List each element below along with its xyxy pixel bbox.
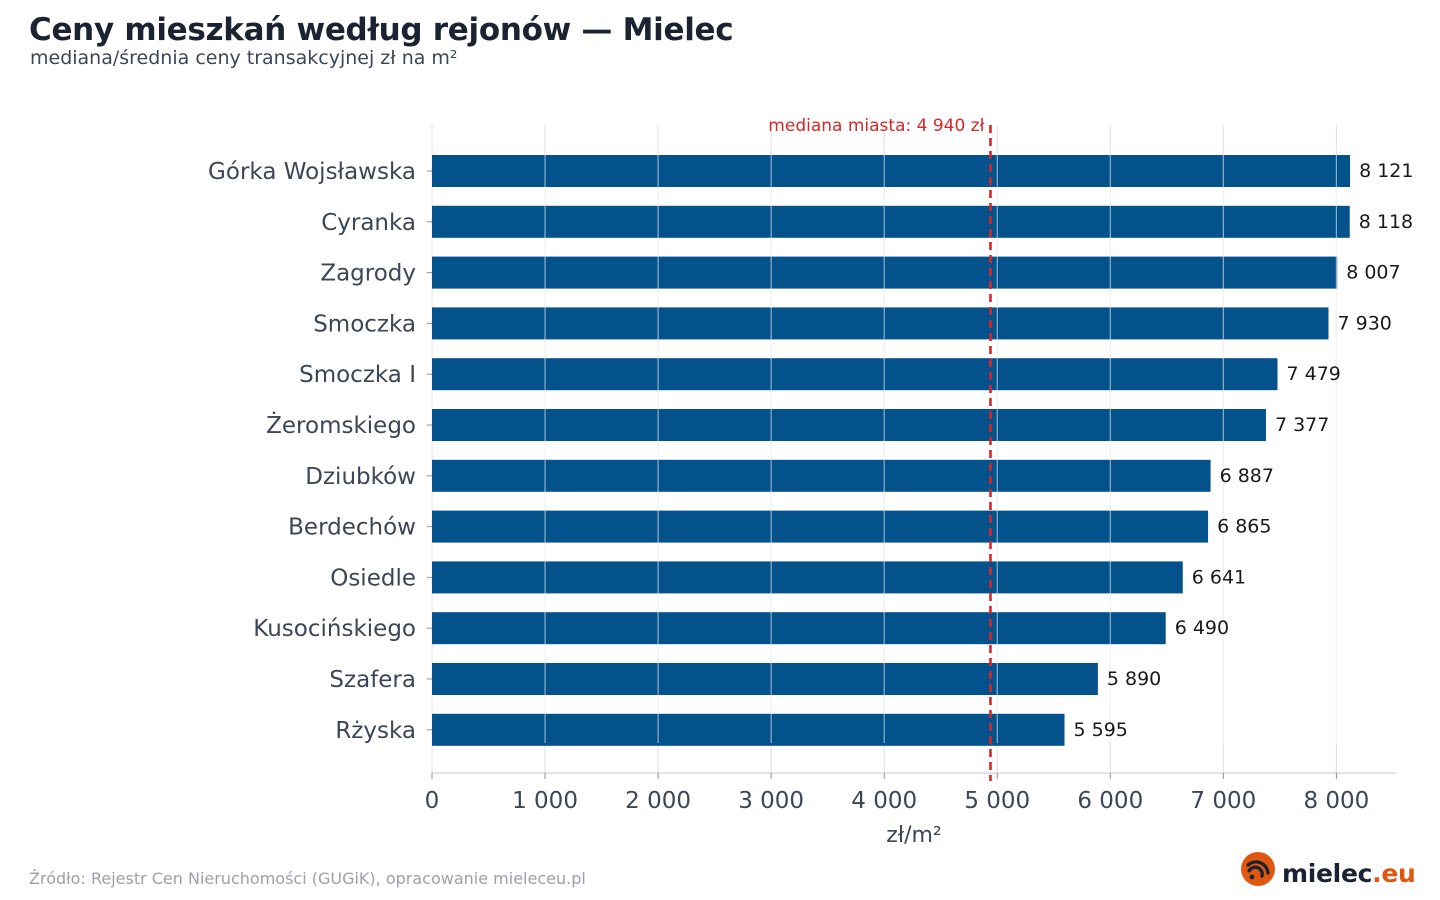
- bar: [432, 307, 1329, 340]
- x-axis-title: zł/m²: [886, 823, 941, 848]
- bar: [432, 713, 1065, 746]
- source-note: Źródło: Rejestr Cen Nieruchomości (GUGiK…: [29, 869, 586, 888]
- y-tick-label: Smoczka I: [299, 362, 416, 388]
- x-tick-label: 5 000: [964, 788, 1030, 814]
- y-tick-label: Kusocińskiego: [253, 616, 416, 642]
- value-label: 6 490: [1175, 617, 1229, 639]
- median-reference-label: mediana miasta: 4 940 zł: [768, 116, 984, 136]
- value-label: 6 887: [1220, 465, 1274, 487]
- bar: [432, 205, 1350, 238]
- x-tick-label: 1 000: [512, 788, 578, 814]
- value-label: 8 007: [1346, 262, 1400, 284]
- y-tick-label: Berdechów: [288, 515, 416, 541]
- y-tick-label: Dziubków: [305, 464, 416, 490]
- y-tick-label: Smoczka: [313, 311, 416, 337]
- bar: [432, 155, 1351, 187]
- brand-logo: mielec.eu: [1240, 848, 1430, 888]
- x-tick-label: 7 000: [1190, 788, 1256, 814]
- x-tick-label: 8 000: [1303, 788, 1369, 814]
- logo-wordmark: mielec.eu: [1282, 859, 1416, 888]
- value-label: 7 377: [1275, 414, 1329, 436]
- y-axis-labels: Górka Wojsławska Cyranka Zagrody Smoczka Smo…: [208, 159, 432, 744]
- y-tick-label: Zagrody: [320, 261, 416, 287]
- x-tick-label: 6 000: [1077, 788, 1143, 814]
- bar: [432, 358, 1278, 391]
- reference-line-group: mediana miasta: 4 940 zł: [768, 116, 992, 781]
- y-tick-label: Górka Wojsławska: [208, 159, 416, 185]
- x-tick-label: 2 000: [625, 788, 691, 814]
- y-tick-label: Szafera: [329, 667, 416, 693]
- value-label: 7 930: [1337, 312, 1391, 334]
- x-tick-label: 0: [425, 788, 440, 814]
- wifi-signal-icon: [1241, 852, 1275, 886]
- bars: [432, 155, 1351, 746]
- bar: [432, 459, 1211, 492]
- value-label: 5 890: [1107, 668, 1161, 690]
- bar: [432, 409, 1266, 441]
- value-label: 8 118: [1359, 211, 1413, 233]
- bar: [432, 663, 1098, 695]
- value-label: 6 641: [1192, 566, 1246, 588]
- y-tick-label: Cyranka: [321, 210, 416, 236]
- value-label: 8 121: [1359, 160, 1413, 182]
- x-tick-label: 4 000: [851, 788, 917, 814]
- value-label: 6 865: [1217, 516, 1271, 538]
- bar: [432, 612, 1166, 645]
- value-labels: 8 121 8 118 8 007 7 930 7 479 7 377 6 887 6 865…: [1074, 160, 1414, 741]
- y-tick-label: Osiedle: [330, 565, 416, 591]
- y-tick-label: Żeromskiego: [266, 411, 416, 439]
- x-axis: 0 1 000 2 000 3 000 4 000 5 000 6 000 7 000 8 00…: [425, 772, 1396, 848]
- bar: [432, 561, 1183, 594]
- bar: [432, 510, 1209, 543]
- value-label: 7 479: [1287, 363, 1341, 385]
- value-label: 5 595: [1074, 719, 1128, 741]
- x-tick-label: 3 000: [738, 788, 804, 814]
- y-tick-label: Rżyska: [335, 718, 416, 744]
- chart-title: Ceny mieszkań według rejonów — Mielec: [29, 12, 734, 48]
- chart-subtitle: mediana/średnia ceny transakcyjnej zł na…: [30, 47, 458, 69]
